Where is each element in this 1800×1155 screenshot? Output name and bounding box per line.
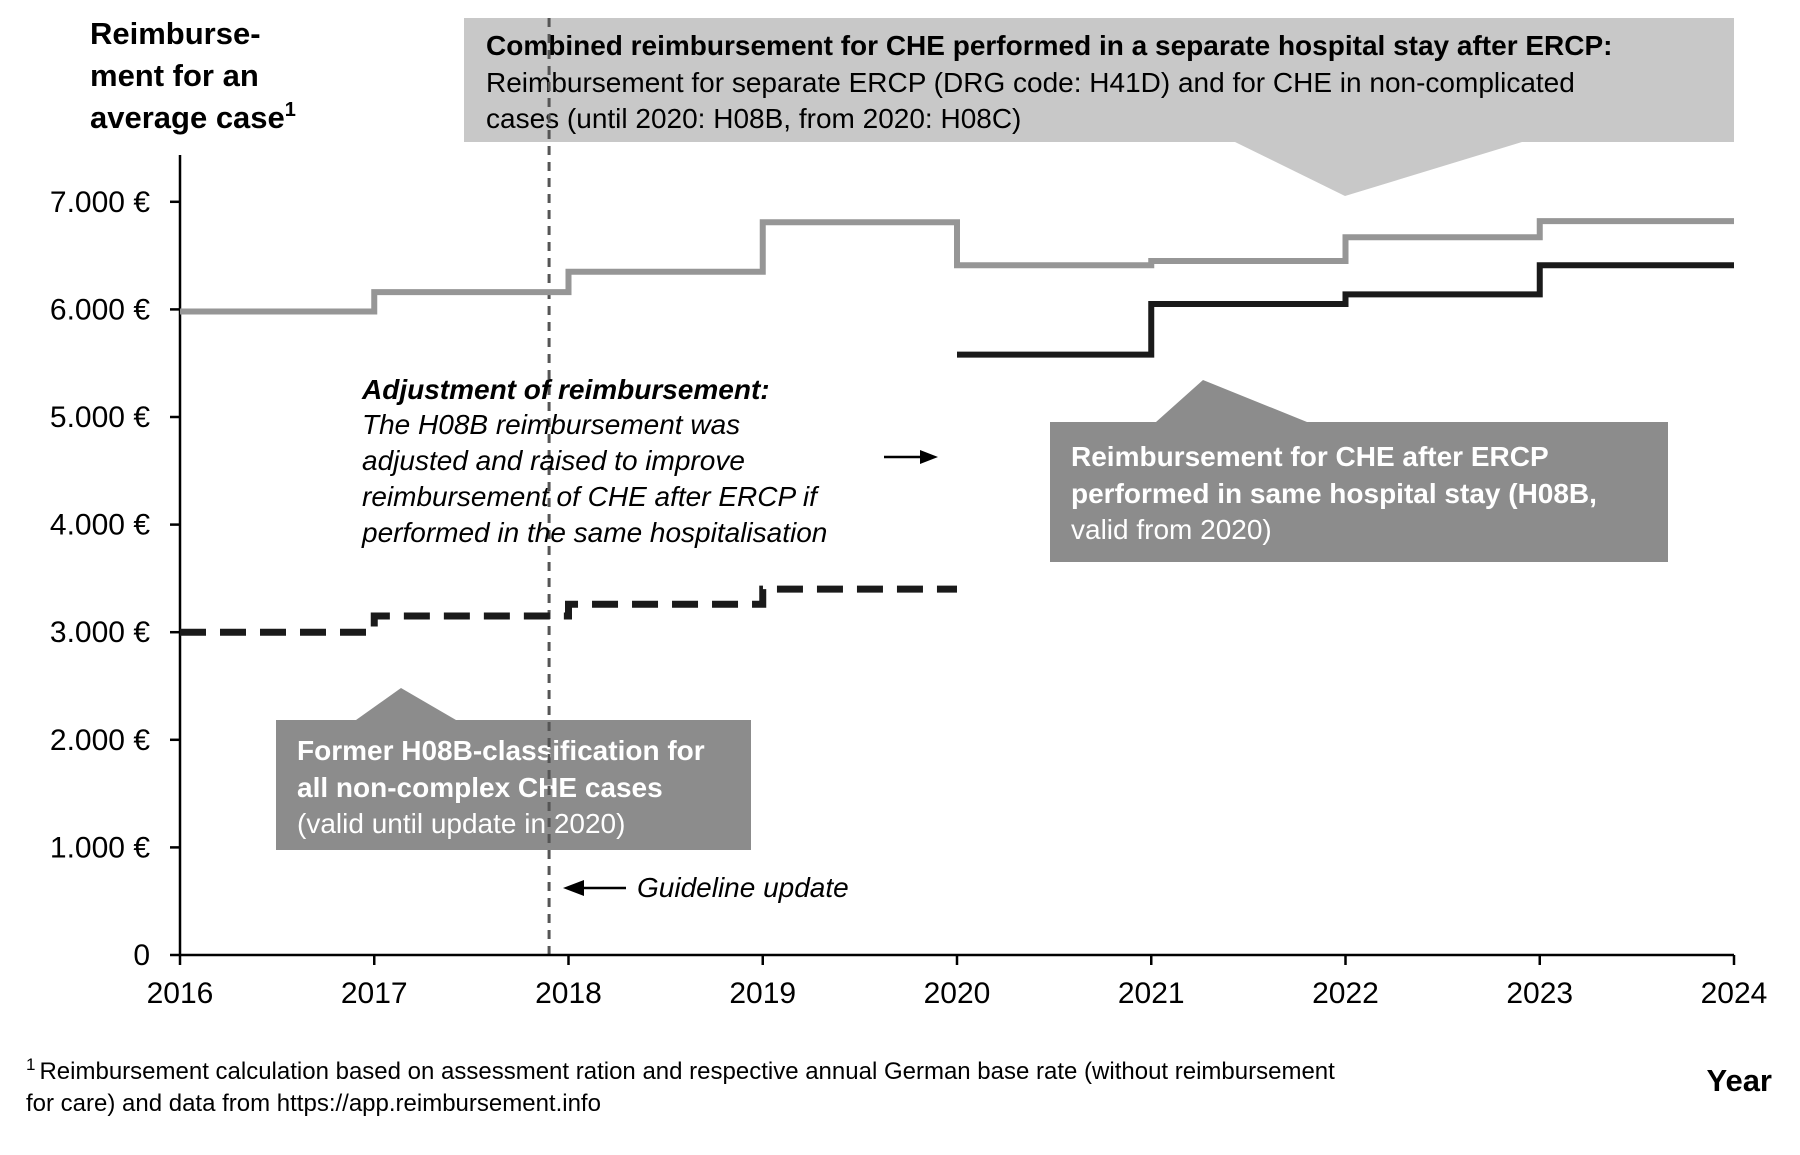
series-line-0 bbox=[180, 218, 1734, 315]
y-axis-label-line-3: average case1 bbox=[90, 99, 296, 135]
x-tick-label-5: 2021 bbox=[1118, 977, 1185, 1010]
same-stay-callout: Reimbursement for CHE after ERCP perform… bbox=[1050, 380, 1668, 562]
series-lines bbox=[180, 218, 1734, 636]
adjustment-arrow-icon bbox=[884, 450, 938, 464]
x-tick-label-7: 2023 bbox=[1506, 977, 1573, 1010]
x-tick-label-3: 2019 bbox=[729, 977, 796, 1010]
x-tick-label-1: 2017 bbox=[341, 977, 408, 1010]
y-axis-label-line-1: Reimburse- bbox=[90, 16, 261, 51]
combined-callout-line-1: Reimbursement for separate ERCP (DRG cod… bbox=[486, 67, 1575, 98]
guideline-arrow-icon bbox=[563, 880, 626, 896]
y-tick-label-7: 7.000 € bbox=[50, 186, 150, 219]
y-tick-label-1: 1.000 € bbox=[50, 831, 150, 864]
y-axis-label-superscript: 1 bbox=[285, 99, 296, 121]
same-stay-callout-line-3: valid from 2020) bbox=[1071, 514, 1272, 545]
footnote-line-2: for care) and data from https://app.reim… bbox=[26, 1090, 601, 1117]
adjustment-annotation-line-3: reimbursement of CHE after ERCP if bbox=[362, 481, 820, 512]
combined-callout-box bbox=[464, 18, 1734, 196]
same-stay-callout-box bbox=[1050, 380, 1668, 562]
former-callout: Former H08B-classification for all non-c… bbox=[276, 688, 751, 850]
y-axis-label-line-3-text: average case bbox=[90, 100, 285, 135]
adjustment-annotation-line-4: performed in the same hospitalisation bbox=[361, 517, 827, 548]
y-axis-label-line-2: ment for an bbox=[90, 58, 259, 93]
combined-callout-line-2: cases (until 2020: H08B, from 2020: H08C… bbox=[486, 103, 1021, 134]
series-line-1 bbox=[180, 585, 957, 636]
y-axis-label: Reimburse- ment for an average case1 bbox=[90, 16, 296, 135]
x-tick-label-4: 2020 bbox=[924, 977, 991, 1010]
y-tick-label-4: 4.000 € bbox=[50, 509, 150, 542]
adjustment-annotation: Adjustment of reimbursement: The H08B re… bbox=[361, 374, 827, 548]
adjustment-annotation-title: Adjustment of reimbursement: bbox=[361, 374, 770, 405]
x-tick-label-8: 2024 bbox=[1701, 977, 1768, 1010]
footnote-line-1-text: Reimbursement calculation based on asses… bbox=[39, 1058, 1335, 1085]
x-axis-label: Year bbox=[1706, 1063, 1772, 1098]
same-stay-callout-line-1: Reimbursement for CHE after ERCP bbox=[1071, 441, 1549, 472]
former-callout-box bbox=[276, 688, 751, 850]
footnote-marker: 1 bbox=[26, 1055, 35, 1074]
footnote: 1 Reimbursement calculation based on asse… bbox=[26, 1055, 1335, 1117]
y-tick-label-0: 0 bbox=[133, 939, 150, 972]
combined-callout-title: Combined reimbursement for CHE performed… bbox=[486, 30, 1612, 61]
combined-callout: Combined reimbursement for CHE performed… bbox=[464, 18, 1734, 196]
y-tick-label-2: 2.000 € bbox=[50, 724, 150, 757]
footnote-line-1: 1 Reimbursement calculation based on asse… bbox=[26, 1055, 1335, 1085]
y-tick-label-3: 3.000 € bbox=[50, 616, 150, 649]
x-tick-label-6: 2022 bbox=[1312, 977, 1379, 1010]
series-line-2 bbox=[957, 262, 1734, 358]
guideline-update-label: Guideline update bbox=[637, 872, 849, 903]
same-stay-callout-line-2: performed in same hospital stay (H08B, bbox=[1071, 478, 1597, 509]
adjustment-annotation-line-2: adjusted and raised to improve bbox=[362, 445, 745, 476]
y-axis-ticks: 0 1.000 € 2.000 € 3.000 € 4.000 € 5.000 € 6.00… bbox=[50, 186, 180, 972]
former-callout-line-1: Former H08B-classification for bbox=[297, 735, 705, 766]
x-tick-label-0: 2016 bbox=[147, 977, 214, 1010]
former-callout-line-3: (valid until update in 2020) bbox=[297, 808, 625, 839]
x-axis-ticks: 2016 2017 2018 2019 2020 2021 2022 2023 2024 bbox=[147, 955, 1768, 1010]
y-tick-label-6: 6.000 € bbox=[50, 293, 150, 326]
former-callout-line-2: all non-complex CHE cases bbox=[297, 772, 663, 803]
adjustment-annotation-line-1: The H08B reimbursement was bbox=[362, 409, 740, 440]
x-tick-label-2: 2018 bbox=[535, 977, 602, 1010]
y-tick-label-5: 5.000 € bbox=[50, 401, 150, 434]
